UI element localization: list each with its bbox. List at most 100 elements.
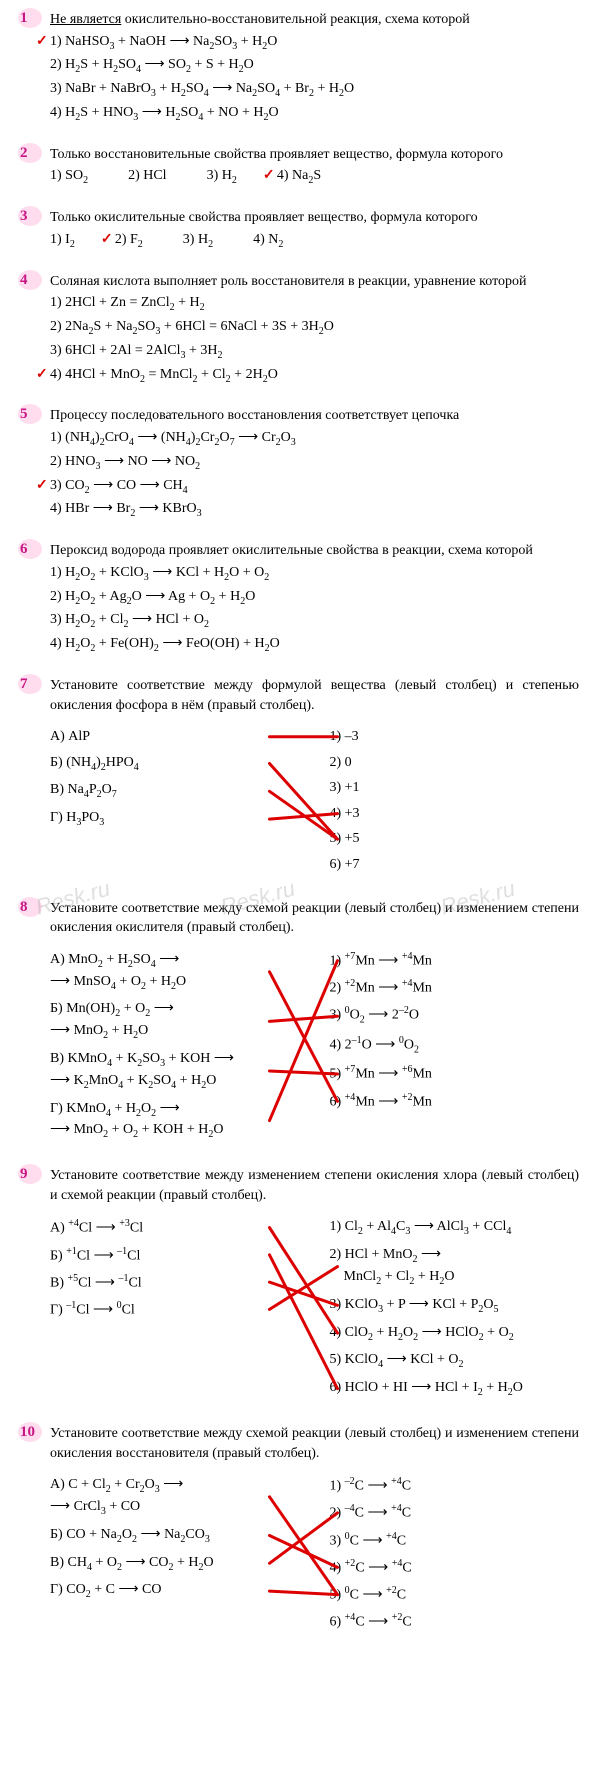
match-right: 1) –3 2) 0 3) +1 4) +3 5) +5 6) +7 [330, 721, 580, 881]
option: 2) H2O2 + Ag2O ⟶ Ag + O2 + H2O [50, 587, 579, 609]
question-body: Установите соответствие между схемой реа… [50, 1424, 579, 1639]
left-item: Б) +1Cl ⟶ –1Cl [50, 1245, 300, 1266]
question-number: 3 [20, 208, 50, 253]
right-item: 1) –2C ⟶ +4C [330, 1475, 580, 1496]
question-4: 4Соляная кислота выполняет роль восстано… [20, 272, 579, 389]
left-item: Г) CO2 + C ⟶ CO [50, 1580, 300, 1602]
options: 1) SO2 2) HCl 3) H2 4) Na2S [50, 164, 579, 190]
match-container: А) C + Cl2 + Cr2O3 ⟶⟶ CrCl3 + CO Б) CO + … [50, 1469, 579, 1639]
right-item: 3) 0O2 ⟶ 2–2O [330, 1004, 580, 1027]
option: 3) 6HCl + 2Al = 2AlCl3 + 3H2 [50, 341, 579, 363]
option: 1) (NH4)2CrO4 ⟶ (NH4)2Cr2O7 ⟶ Cr2O3 [50, 428, 579, 450]
option: 2) 2Na2S + Na2SO3 + 6HCl = 6NaCl + 3S + … [50, 317, 579, 339]
question-number: 7 [20, 676, 50, 881]
worksheet: 1Не является окислительно-восстановитель… [20, 10, 579, 1639]
question-body: Только восстановительные свойства проявл… [50, 145, 579, 190]
option: 4) N2 [253, 230, 283, 252]
right-item: 4) ClO2 + H2O2 ⟶ HClO2 + O2 [330, 1323, 580, 1345]
match-container: А) +4Cl ⟶ +3Cl Б) +1Cl ⟶ –1Cl В) +5Cl ⟶ –1… [50, 1211, 579, 1406]
option: 1) NaHSO3 + NaOH ⟶ Na2SO3 + H2O [50, 32, 579, 54]
question-2: 2Только восстановительные свойства прояв… [20, 145, 579, 190]
question-8: 8Установите соответствие между схемой ре… [20, 899, 579, 1149]
question-body: Установите соответствие между формулой в… [50, 676, 579, 881]
option: 4) Na2S [277, 166, 321, 188]
question-body: Соляная кислота выполняет роль восстанов… [50, 272, 579, 389]
right-item: 2) +2Mn ⟶ +4Mn [330, 977, 580, 998]
option: 2) H2S + H2SO4 ⟶ SO2 + S + H2O [50, 55, 579, 77]
right-item: 6) +4Mn ⟶ +2Mn [330, 1091, 580, 1112]
question-1: 1Не является окислительно-восстановитель… [20, 10, 579, 127]
question-prompt: Не является окислительно-восстановительн… [50, 10, 579, 30]
option: 4) 4HCl + MnO2 = MnCl2 + Cl2 + 2H2O [50, 365, 579, 387]
option: 3) H2 [207, 166, 237, 188]
right-item: 3) +1 [330, 778, 580, 798]
right-item: 2) –4C ⟶ +4C [330, 1502, 580, 1523]
question-number: 9 [20, 1166, 50, 1406]
option: 3) H2 [183, 230, 213, 252]
right-item: 1) +7Mn ⟶ +4Mn [330, 950, 580, 971]
option: 1) 2HCl + Zn = ZnCl2 + H2 [50, 293, 579, 315]
left-item: А) AlP [50, 727, 300, 747]
right-item: 5) 0C ⟶ +2C [330, 1584, 580, 1605]
left-item: Б) Mn(OH)2 + O2 ⟶⟶ MnO2 + H2O [50, 999, 300, 1043]
right-item: 6) +7 [330, 855, 580, 875]
right-item: 3) 0C ⟶ +4C [330, 1530, 580, 1551]
option: 3) H2O2 + Cl2 ⟶ HCl + O2 [50, 610, 579, 632]
question-prompt: Установите соответствие между схемой реа… [50, 899, 579, 938]
question-number: 8 [20, 899, 50, 1149]
question-prompt: Только восстановительные свойства проявл… [50, 145, 579, 165]
left-item: В) +5Cl ⟶ –1Cl [50, 1272, 300, 1293]
match-left: А) C + Cl2 + Cr2O3 ⟶⟶ CrCl3 + CO Б) CO + … [50, 1469, 300, 1639]
option: 4) HBr ⟶ Br2 ⟶ KBrO3 [50, 499, 579, 521]
question-10: 10Установите соответствие между схемой р… [20, 1424, 579, 1639]
right-item: 6) +4C ⟶ +2C [330, 1611, 580, 1632]
question-body: Только окислительные свойства проявляет … [50, 208, 579, 253]
options: 1) NaHSO3 + NaOH ⟶ Na2SO3 + H2O2) H2S + … [50, 32, 579, 125]
match-right: 1) +7Mn ⟶ +4Mn 2) +2Mn ⟶ +4Mn 3) 0O2 ⟶ 2–2… [330, 944, 580, 1148]
option: 3) NaBr + NaBrO3 + H2SO4 ⟶ Na2SO4 + Br2 … [50, 79, 579, 101]
right-item: 2) 0 [330, 753, 580, 773]
right-item: 4) +3 [330, 804, 580, 824]
left-item: Б) CO + Na2O2 ⟶ Na2CO3 [50, 1525, 300, 1547]
left-item: Г) KMnO4 + H2O2 ⟶⟶ MnO2 + O2 + KOH + H2O [50, 1099, 300, 1143]
question-body: Не является окислительно-восстановительн… [50, 10, 579, 127]
left-item: Г) H3PO3 [50, 808, 300, 830]
question-prompt: Процессу последовательного восстановлени… [50, 406, 579, 426]
option: 2) HCl [128, 166, 167, 188]
option: 1) SO2 [50, 166, 88, 188]
left-item: А) C + Cl2 + Cr2O3 ⟶⟶ CrCl3 + CO [50, 1475, 300, 1519]
right-item: 5) +7Mn ⟶ +6Mn [330, 1063, 580, 1084]
match-left: А) AlP Б) (NH4)2HPO4 В) Na4P2O7 Г) H3PO3 [50, 721, 300, 881]
right-item: 4) +2C ⟶ +4C [330, 1557, 580, 1578]
question-7: 7Установите соответствие между формулой … [20, 676, 579, 881]
question-prompt: Пероксид водорода проявляет окислительны… [50, 541, 579, 561]
question-prompt: Соляная кислота выполняет роль восстанов… [50, 272, 579, 292]
question-number: 10 [20, 1424, 50, 1639]
match-left: А) MnO2 + H2SO4 ⟶⟶ MnSO4 + O2 + H2OБ) Mn… [50, 944, 300, 1148]
options: 1) H2O2 + KClO3 ⟶ KCl + H2O + O22) H2O2 … [50, 563, 579, 656]
options: 1) I22) F23) H24) N2 [50, 228, 579, 254]
options: 1) (NH4)2CrO4 ⟶ (NH4)2Cr2O7 ⟶ Cr2O32) HN… [50, 428, 579, 521]
left-item: В) KMnO4 + K2SO3 + KOH ⟶⟶ K2MnO4 + K2SO4… [50, 1049, 300, 1093]
question-prompt: Только окислительные свойства проявляет … [50, 208, 579, 228]
match-left: А) +4Cl ⟶ +3Cl Б) +1Cl ⟶ –1Cl В) +5Cl ⟶ –1… [50, 1211, 300, 1406]
right-item: 6) HClO + HI ⟶ HCl + I2 + H2O [330, 1378, 580, 1400]
question-number: 2 [20, 145, 50, 190]
question-prompt: Установите соответствие между схемой реа… [50, 1424, 579, 1463]
right-item: 5) +5 [330, 829, 580, 849]
right-item: 1) Cl2 + Al4C3 ⟶ AlCl3 + CCl4 [330, 1217, 580, 1239]
question-body: Пероксид водорода проявляет окислительны… [50, 541, 579, 658]
right-item: 3) KClO3 + P ⟶ KCl + P2O5 [330, 1295, 580, 1317]
left-item: А) +4Cl ⟶ +3Cl [50, 1217, 300, 1238]
left-item: В) Na4P2O7 [50, 780, 300, 802]
right-item: 1) –3 [330, 727, 580, 747]
option: 4) H2S + HNO3 ⟶ H2SO4 + NO + H2O [50, 103, 579, 125]
right-item: 2) HCl + MnO2 ⟶ MnCl2 + Cl2 + H2O [330, 1245, 580, 1289]
match-container: А) MnO2 + H2SO4 ⟶⟶ MnSO4 + O2 + H2OБ) Mn… [50, 944, 579, 1148]
question-body: Установите соответствие между изменением… [50, 1166, 579, 1406]
question-number: 6 [20, 541, 50, 658]
question-number: 5 [20, 406, 50, 523]
question-5: 5Процессу последовательного восстановлен… [20, 406, 579, 523]
left-item: Б) (NH4)2HPO4 [50, 753, 300, 775]
question-number: 1 [20, 10, 50, 127]
